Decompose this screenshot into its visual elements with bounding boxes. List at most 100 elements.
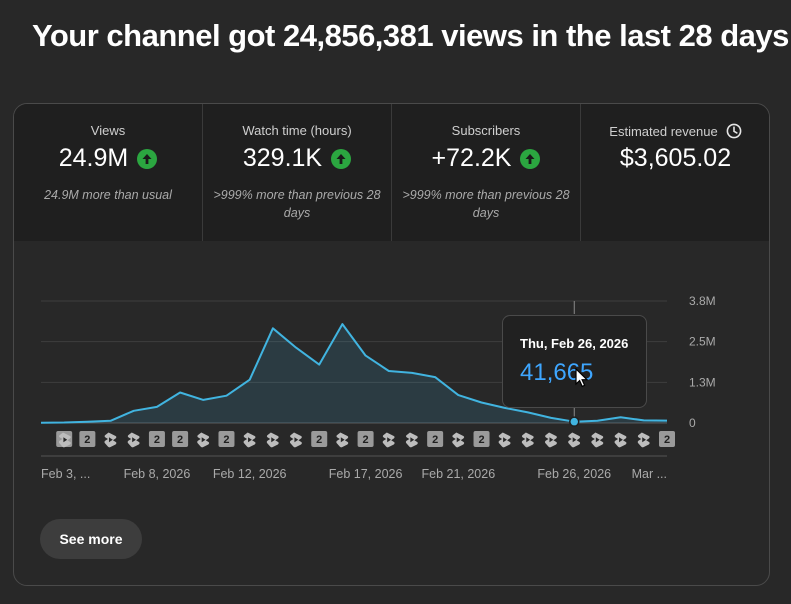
metric-label: Watch time (hours) — [242, 123, 352, 138]
x-tick-label: Feb 12, 2026 — [213, 467, 287, 481]
views-series-line — [40, 323, 668, 424]
shorts-icon — [382, 432, 395, 448]
x-tick-label: Feb 8, 2026 — [124, 467, 191, 481]
shorts-play — [410, 437, 415, 443]
trend-up-icon — [520, 148, 541, 169]
shorts-play — [271, 437, 276, 443]
short-badge-icon: 2 — [172, 431, 189, 447]
clock-icon — [726, 123, 742, 139]
metric-views[interactable]: Views 24.9M 24.9M more than usual — [14, 104, 203, 241]
trend-up-icon — [137, 148, 158, 169]
short-badge-icon: 2 — [218, 431, 235, 447]
trend-up-icon — [331, 148, 352, 169]
shorts-play — [503, 437, 507, 443]
shorts-icon — [266, 432, 279, 448]
badge-text: 2 — [154, 434, 160, 446]
y-tick-label: 2.5M — [689, 335, 716, 349]
shorts-icon — [336, 432, 349, 448]
y-tick-label: 0 — [689, 416, 696, 430]
badge-text: 2 — [664, 434, 670, 446]
x-tick-label: Feb 26, 2026 — [537, 467, 611, 481]
short-badge-icon: 2 — [311, 431, 328, 447]
shorts-play — [642, 437, 647, 443]
see-more-button[interactable]: See more — [40, 519, 142, 559]
badge-box — [79, 431, 96, 447]
badge-box — [148, 431, 165, 447]
metric-label: Views — [90, 123, 126, 138]
shorts-play — [132, 437, 136, 443]
shorts-icon — [614, 432, 627, 448]
shorts-play — [340, 437, 345, 443]
shorts-icon — [197, 432, 210, 448]
shorts-play — [248, 437, 252, 443]
badge-text: 2 — [363, 434, 369, 446]
shorts-icon — [452, 432, 465, 448]
shorts-icon — [289, 432, 302, 448]
shorts-play — [549, 437, 554, 443]
x-tick-label: Feb 21, 2026 — [421, 467, 495, 481]
badge-box — [172, 431, 189, 447]
metric-comparison: 24.9M more than usual — [44, 188, 172, 202]
shorts-icon — [521, 432, 534, 448]
shorts-play — [108, 437, 113, 443]
badge-box — [357, 431, 374, 447]
badge-text: 2 — [478, 434, 484, 446]
shorts-icon — [243, 432, 256, 448]
y-tick-label: 1.3M — [689, 375, 716, 389]
metric-comparison: >999% more than previous 28 days — [402, 188, 570, 220]
shorts-icon — [591, 432, 604, 448]
badge-text: 2 — [223, 434, 229, 446]
short-badge-icon: 2 — [357, 431, 374, 447]
badge-box — [473, 431, 490, 447]
shorts-play — [595, 437, 600, 443]
badge-text: 2 — [177, 434, 183, 446]
badge-box — [218, 431, 235, 447]
shorts-play — [201, 437, 206, 443]
metric-label: Estimated revenue — [609, 123, 718, 139]
page-headline: Your channel got 24,856,381 views in the… — [32, 18, 789, 53]
shorts-icon — [405, 432, 418, 448]
badge-box — [311, 431, 328, 447]
badge-text: 2 — [84, 434, 90, 446]
metric-value: 24.9M — [58, 144, 129, 172]
metric-comparison: >999% more than previous 28 days — [213, 188, 381, 220]
metric-label: Subscribers — [451, 123, 521, 138]
hover-point — [569, 416, 580, 427]
badge-box — [659, 431, 675, 447]
shorts-play — [63, 437, 68, 443]
metric-revenue[interactable]: Estimated revenue $3,605.02 — [581, 104, 769, 241]
shorts-icon — [104, 432, 117, 448]
metric-watch-time[interactable]: Watch time (hours) 329.1K >999% more tha… — [203, 104, 392, 241]
shorts-play — [526, 437, 531, 443]
x-tick-label: Mar ... — [632, 467, 667, 481]
x-tick-label: Feb 3, ... — [41, 467, 90, 481]
metric-value: $3,605.02 — [619, 144, 732, 172]
analytics-card: Views 24.9M 24.9M more than usual Watch … — [13, 103, 770, 586]
short-badge-icon: 2 — [427, 431, 444, 447]
tooltip-date: Thu, Feb 26, 2026 — [520, 336, 629, 351]
shorts-play — [294, 437, 299, 443]
shorts-play — [456, 437, 461, 443]
shorts-icon — [498, 432, 511, 448]
y-tick-label: 3.8M — [689, 294, 716, 308]
x-tick-label: Feb 17, 2026 — [329, 467, 403, 481]
badge-text: 2 — [432, 434, 438, 446]
shorts-icon — [568, 432, 581, 448]
mouse-pointer-icon — [575, 368, 589, 388]
metric-value: 329.1K — [242, 144, 323, 172]
shorts-icon — [58, 432, 71, 448]
metric-subscribers[interactable]: Subscribers +72.2K >999% more than previ… — [392, 104, 581, 241]
shorts-play — [387, 437, 391, 443]
short-badge-icon: 2 — [79, 431, 96, 447]
shorts-icon — [127, 432, 140, 448]
shorts-play — [572, 437, 577, 443]
short-badge-icon: 2 — [148, 431, 165, 447]
chart-tooltip: Thu, Feb 26, 2026 41,665 — [502, 315, 647, 408]
metrics-row: Views 24.9M 24.9M more than usual Watch … — [14, 104, 769, 241]
short-badge-icon: 2 — [473, 431, 490, 447]
shorts-icon — [637, 432, 650, 448]
views-chart[interactable]: 01.3M2.5M3.8M2222222222Feb 3, ...Feb 8, … — [14, 104, 770, 504]
short-badge-icon: 2 — [659, 431, 675, 447]
badge-text: 2 — [316, 434, 322, 446]
metric-value: +72.2K — [431, 144, 512, 172]
